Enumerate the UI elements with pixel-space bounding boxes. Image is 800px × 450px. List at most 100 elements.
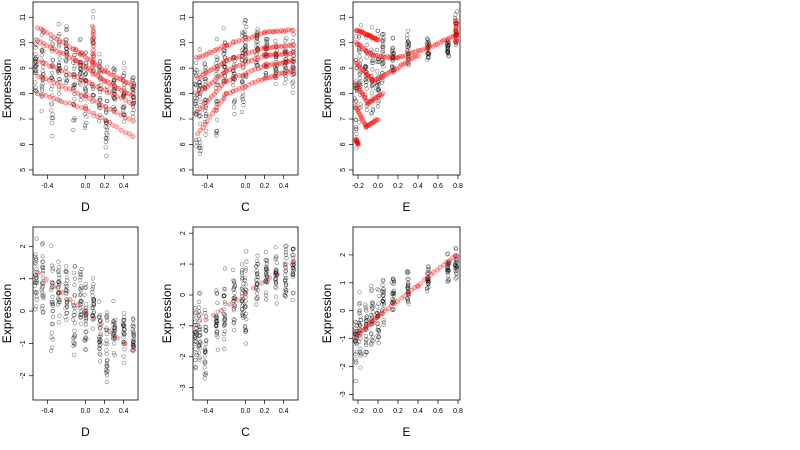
data-point	[370, 310, 375, 315]
data-point	[104, 363, 109, 368]
data-point	[405, 296, 410, 301]
fitted-point	[86, 108, 92, 114]
panel-bottom-middle: -0.4 0.0 0.2 0.4 -3 -2 -1 0 1 2 C Expression	[160, 226, 299, 439]
data-point	[64, 300, 69, 305]
data-point	[90, 276, 95, 281]
data-point	[263, 279, 268, 284]
data-point	[263, 71, 268, 76]
data-point	[370, 338, 375, 344]
data-point	[264, 293, 269, 298]
x-tick-label: -0.4	[201, 183, 213, 190]
data-point	[198, 99, 203, 104]
data-point	[358, 323, 363, 328]
fitted-point	[59, 83, 65, 89]
data-point	[381, 322, 386, 327]
data-point	[91, 303, 96, 308]
data-point	[197, 355, 202, 360]
data-point	[354, 146, 359, 151]
y-tick-label: -1	[340, 335, 347, 341]
data-point	[57, 299, 62, 304]
data-point	[290, 39, 295, 44]
data-point	[255, 271, 260, 276]
data-point	[364, 342, 369, 348]
data-point	[97, 96, 102, 101]
fitted-point	[54, 48, 59, 54]
fitted-point	[229, 56, 235, 61]
data-point	[273, 276, 278, 281]
data-point	[103, 341, 108, 346]
data-point	[222, 329, 228, 334]
data-point	[56, 259, 61, 264]
data-point	[274, 254, 279, 259]
data-point	[204, 111, 209, 117]
data-point	[131, 81, 136, 86]
data-point	[71, 118, 76, 123]
data-point	[273, 38, 278, 44]
data-point	[375, 69, 380, 74]
data-point	[282, 48, 287, 53]
data-point	[197, 343, 202, 348]
data-point	[406, 297, 411, 302]
data-point	[104, 153, 109, 158]
data-point	[39, 88, 44, 93]
data-point	[376, 341, 381, 346]
data-point	[194, 336, 199, 341]
data-point	[405, 271, 410, 276]
y-tick-label: -3	[180, 384, 187, 390]
data-point	[390, 47, 395, 52]
fitted-point	[86, 95, 92, 101]
x-axis-label: E	[402, 425, 410, 439]
data-point	[39, 84, 44, 89]
data-point	[446, 51, 451, 57]
fitted-point	[252, 66, 258, 72]
data-point	[50, 302, 56, 307]
data-point	[381, 320, 386, 325]
data-point	[84, 120, 89, 126]
data-point	[71, 270, 76, 275]
data-point	[98, 325, 103, 330]
data-point	[203, 68, 208, 73]
data-point	[264, 257, 269, 262]
data-point	[284, 255, 289, 261]
data-point	[265, 279, 270, 284]
data-point	[405, 270, 410, 275]
data-point	[194, 137, 199, 143]
data-point	[83, 96, 88, 101]
fitted-point	[290, 58, 296, 64]
data-point	[291, 32, 296, 37]
data-point	[197, 86, 202, 91]
data-point	[63, 72, 69, 77]
fitted-point	[291, 49, 296, 55]
fitted-point	[385, 306, 391, 312]
fitted-point	[258, 77, 264, 83]
x-tick-label: 0.4	[119, 408, 129, 415]
data-point	[97, 340, 102, 345]
fitted-point	[104, 78, 110, 84]
fitted-point	[66, 100, 72, 106]
data-point	[121, 340, 126, 345]
data-point	[215, 56, 220, 61]
data-point	[193, 341, 198, 346]
data-point	[50, 303, 55, 308]
data-point	[40, 72, 45, 77]
data-point	[222, 312, 227, 317]
data-point	[97, 313, 102, 318]
fitted-point	[83, 310, 88, 316]
data-point	[41, 60, 46, 66]
data-point	[353, 117, 358, 122]
data-point	[376, 329, 381, 334]
data-point	[90, 81, 95, 86]
data-point	[57, 280, 62, 285]
data-point	[291, 71, 296, 76]
data-point	[72, 117, 77, 123]
data-point	[290, 252, 295, 257]
y-tick-label: 6	[20, 142, 27, 146]
data-point	[406, 301, 411, 306]
fitted-point	[200, 125, 206, 131]
data-point	[274, 280, 279, 285]
fitted-point	[90, 63, 96, 69]
data-point	[40, 303, 45, 309]
fitted-point	[91, 110, 97, 116]
x-tick-label: -0.4	[41, 408, 53, 415]
data-point	[50, 345, 55, 350]
